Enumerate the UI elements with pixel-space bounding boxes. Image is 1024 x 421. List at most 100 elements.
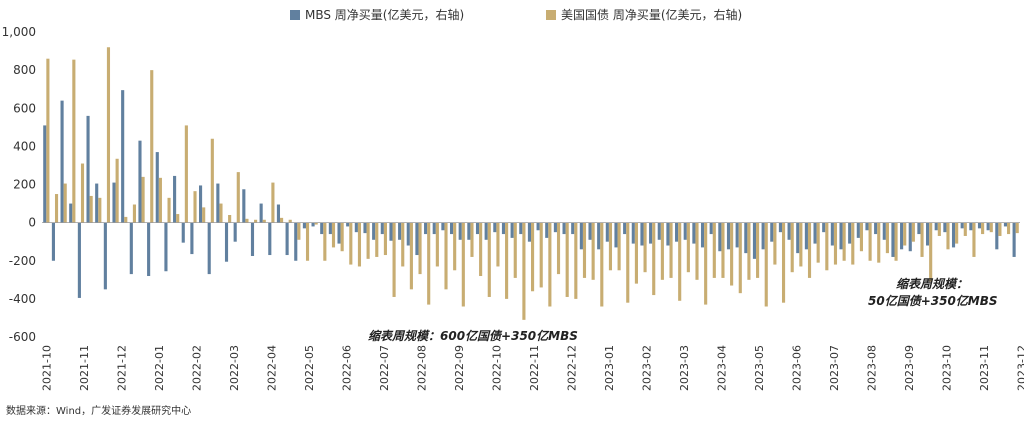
treasury-bar bbox=[781, 222, 786, 303]
mbs-bar bbox=[346, 222, 350, 227]
treasury-bar bbox=[401, 222, 405, 267]
treasury-bar bbox=[340, 222, 344, 252]
mbs-bar bbox=[874, 222, 878, 235]
treasury-bar bbox=[245, 218, 249, 223]
treasury-bar bbox=[591, 222, 595, 280]
mbs-bar bbox=[510, 222, 514, 238]
treasury-bar bbox=[280, 217, 284, 223]
treasury-bar bbox=[825, 222, 829, 271]
mbs-bar bbox=[259, 203, 263, 223]
mbs-bar bbox=[614, 222, 618, 248]
treasury-bar bbox=[929, 222, 933, 282]
mbs-bar bbox=[51, 222, 55, 261]
mbs-bar bbox=[129, 222, 133, 275]
mbs-bar bbox=[164, 222, 168, 272]
treasury-bar bbox=[124, 216, 128, 223]
mbs-bar bbox=[977, 222, 982, 229]
treasury-bar bbox=[176, 214, 180, 223]
treasury-bar bbox=[643, 222, 647, 273]
x-tick-label: 2023-09 bbox=[903, 345, 916, 391]
treasury-bar bbox=[574, 222, 578, 299]
treasury-bar bbox=[262, 219, 266, 223]
treasury-bar bbox=[470, 222, 474, 257]
mbs-bar bbox=[294, 222, 298, 261]
mbs-bar bbox=[796, 222, 800, 254]
treasury-bar bbox=[98, 197, 102, 223]
treasury-bar bbox=[323, 222, 327, 261]
mbs-bar bbox=[675, 222, 679, 242]
treasury-bar bbox=[877, 222, 881, 263]
treasury-bar bbox=[704, 222, 708, 305]
y-tick-label: 600 bbox=[13, 101, 36, 115]
treasury-bar bbox=[695, 222, 699, 280]
mbs-bar bbox=[839, 222, 843, 250]
mbs-bar bbox=[752, 222, 757, 259]
mbs-bar bbox=[458, 222, 462, 240]
mbs-bar bbox=[43, 125, 47, 223]
treasury-bar bbox=[756, 222, 760, 278]
mbs-bar bbox=[372, 222, 376, 240]
treasury-bar bbox=[228, 215, 232, 223]
mbs-bar bbox=[926, 222, 930, 246]
treasury-bar bbox=[383, 222, 387, 256]
treasury-bar bbox=[314, 222, 318, 225]
treasury-bar bbox=[531, 222, 535, 292]
mbs-bar bbox=[121, 90, 125, 223]
treasury-bar bbox=[46, 58, 50, 223]
treasury-bar bbox=[981, 222, 985, 235]
mbs-bar bbox=[986, 222, 990, 231]
mbs-bar bbox=[891, 222, 895, 257]
mbs-bar bbox=[112, 182, 116, 223]
treasury-bar bbox=[219, 203, 223, 223]
treasury-bar bbox=[937, 222, 941, 236]
mbs-bar bbox=[553, 222, 557, 233]
mbs-bar bbox=[822, 222, 826, 233]
mbs-bar bbox=[934, 222, 938, 231]
x-tick-label: 2022-07 bbox=[378, 345, 391, 391]
mbs-bar bbox=[147, 222, 151, 277]
treasury-bar bbox=[435, 222, 439, 267]
mbs-bar bbox=[354, 222, 358, 233]
mbs-bar bbox=[424, 222, 428, 235]
bar-series bbox=[43, 47, 1019, 320]
treasury-bar bbox=[254, 219, 258, 223]
mbs-bar bbox=[432, 222, 436, 235]
treasury-bar bbox=[505, 222, 509, 299]
source-note: 数据来源：Wind，广发证券发展研究中心 bbox=[6, 406, 192, 417]
treasury-bar bbox=[357, 222, 362, 267]
treasury-bar bbox=[851, 222, 855, 265]
treasury-bar bbox=[868, 222, 872, 261]
mbs-bar bbox=[761, 222, 765, 250]
y-tick-label: 0 bbox=[28, 216, 36, 230]
x-tick-label: 2021-10 bbox=[40, 345, 53, 391]
mbs-bar bbox=[683, 222, 687, 240]
treasury-bar bbox=[167, 197, 171, 223]
mbs-bar bbox=[285, 222, 289, 256]
treasury-bar bbox=[271, 182, 275, 223]
mbs-bar bbox=[778, 222, 782, 233]
treasury-bar bbox=[721, 222, 725, 278]
x-axis: 2021-10 2021-11 2021-12 2022-01 2022-02 2022-… bbox=[40, 345, 1024, 391]
x-tick-label: 2023-02 bbox=[640, 345, 653, 391]
treasury-bar bbox=[461, 222, 465, 307]
mbs-bar bbox=[484, 222, 488, 240]
mbs-bar bbox=[475, 222, 480, 235]
legend-label-mbs: MBS 周净买量(亿美元，右轴) bbox=[305, 8, 465, 22]
mbs-bar bbox=[268, 222, 272, 256]
mbs-bar bbox=[328, 222, 332, 235]
x-tick-label: 2022-02 bbox=[190, 345, 203, 391]
mbs-bar bbox=[493, 222, 497, 233]
treasury-bar bbox=[833, 222, 838, 265]
mbs-bar bbox=[242, 189, 246, 223]
mbs-bar bbox=[276, 204, 281, 223]
x-tick-label: 2023-12 bbox=[1015, 345, 1024, 391]
mbs-bar bbox=[155, 152, 159, 223]
treasury-bar bbox=[660, 222, 664, 280]
x-tick-label: 2023-07 bbox=[828, 345, 841, 391]
y-tick-label: 400 bbox=[13, 139, 36, 153]
mbs-bar bbox=[224, 222, 229, 262]
treasury-bar bbox=[487, 222, 491, 297]
mbs-bar bbox=[787, 222, 791, 240]
mbs-bar bbox=[605, 222, 609, 242]
x-tick-label: 2023-11 bbox=[978, 345, 991, 391]
